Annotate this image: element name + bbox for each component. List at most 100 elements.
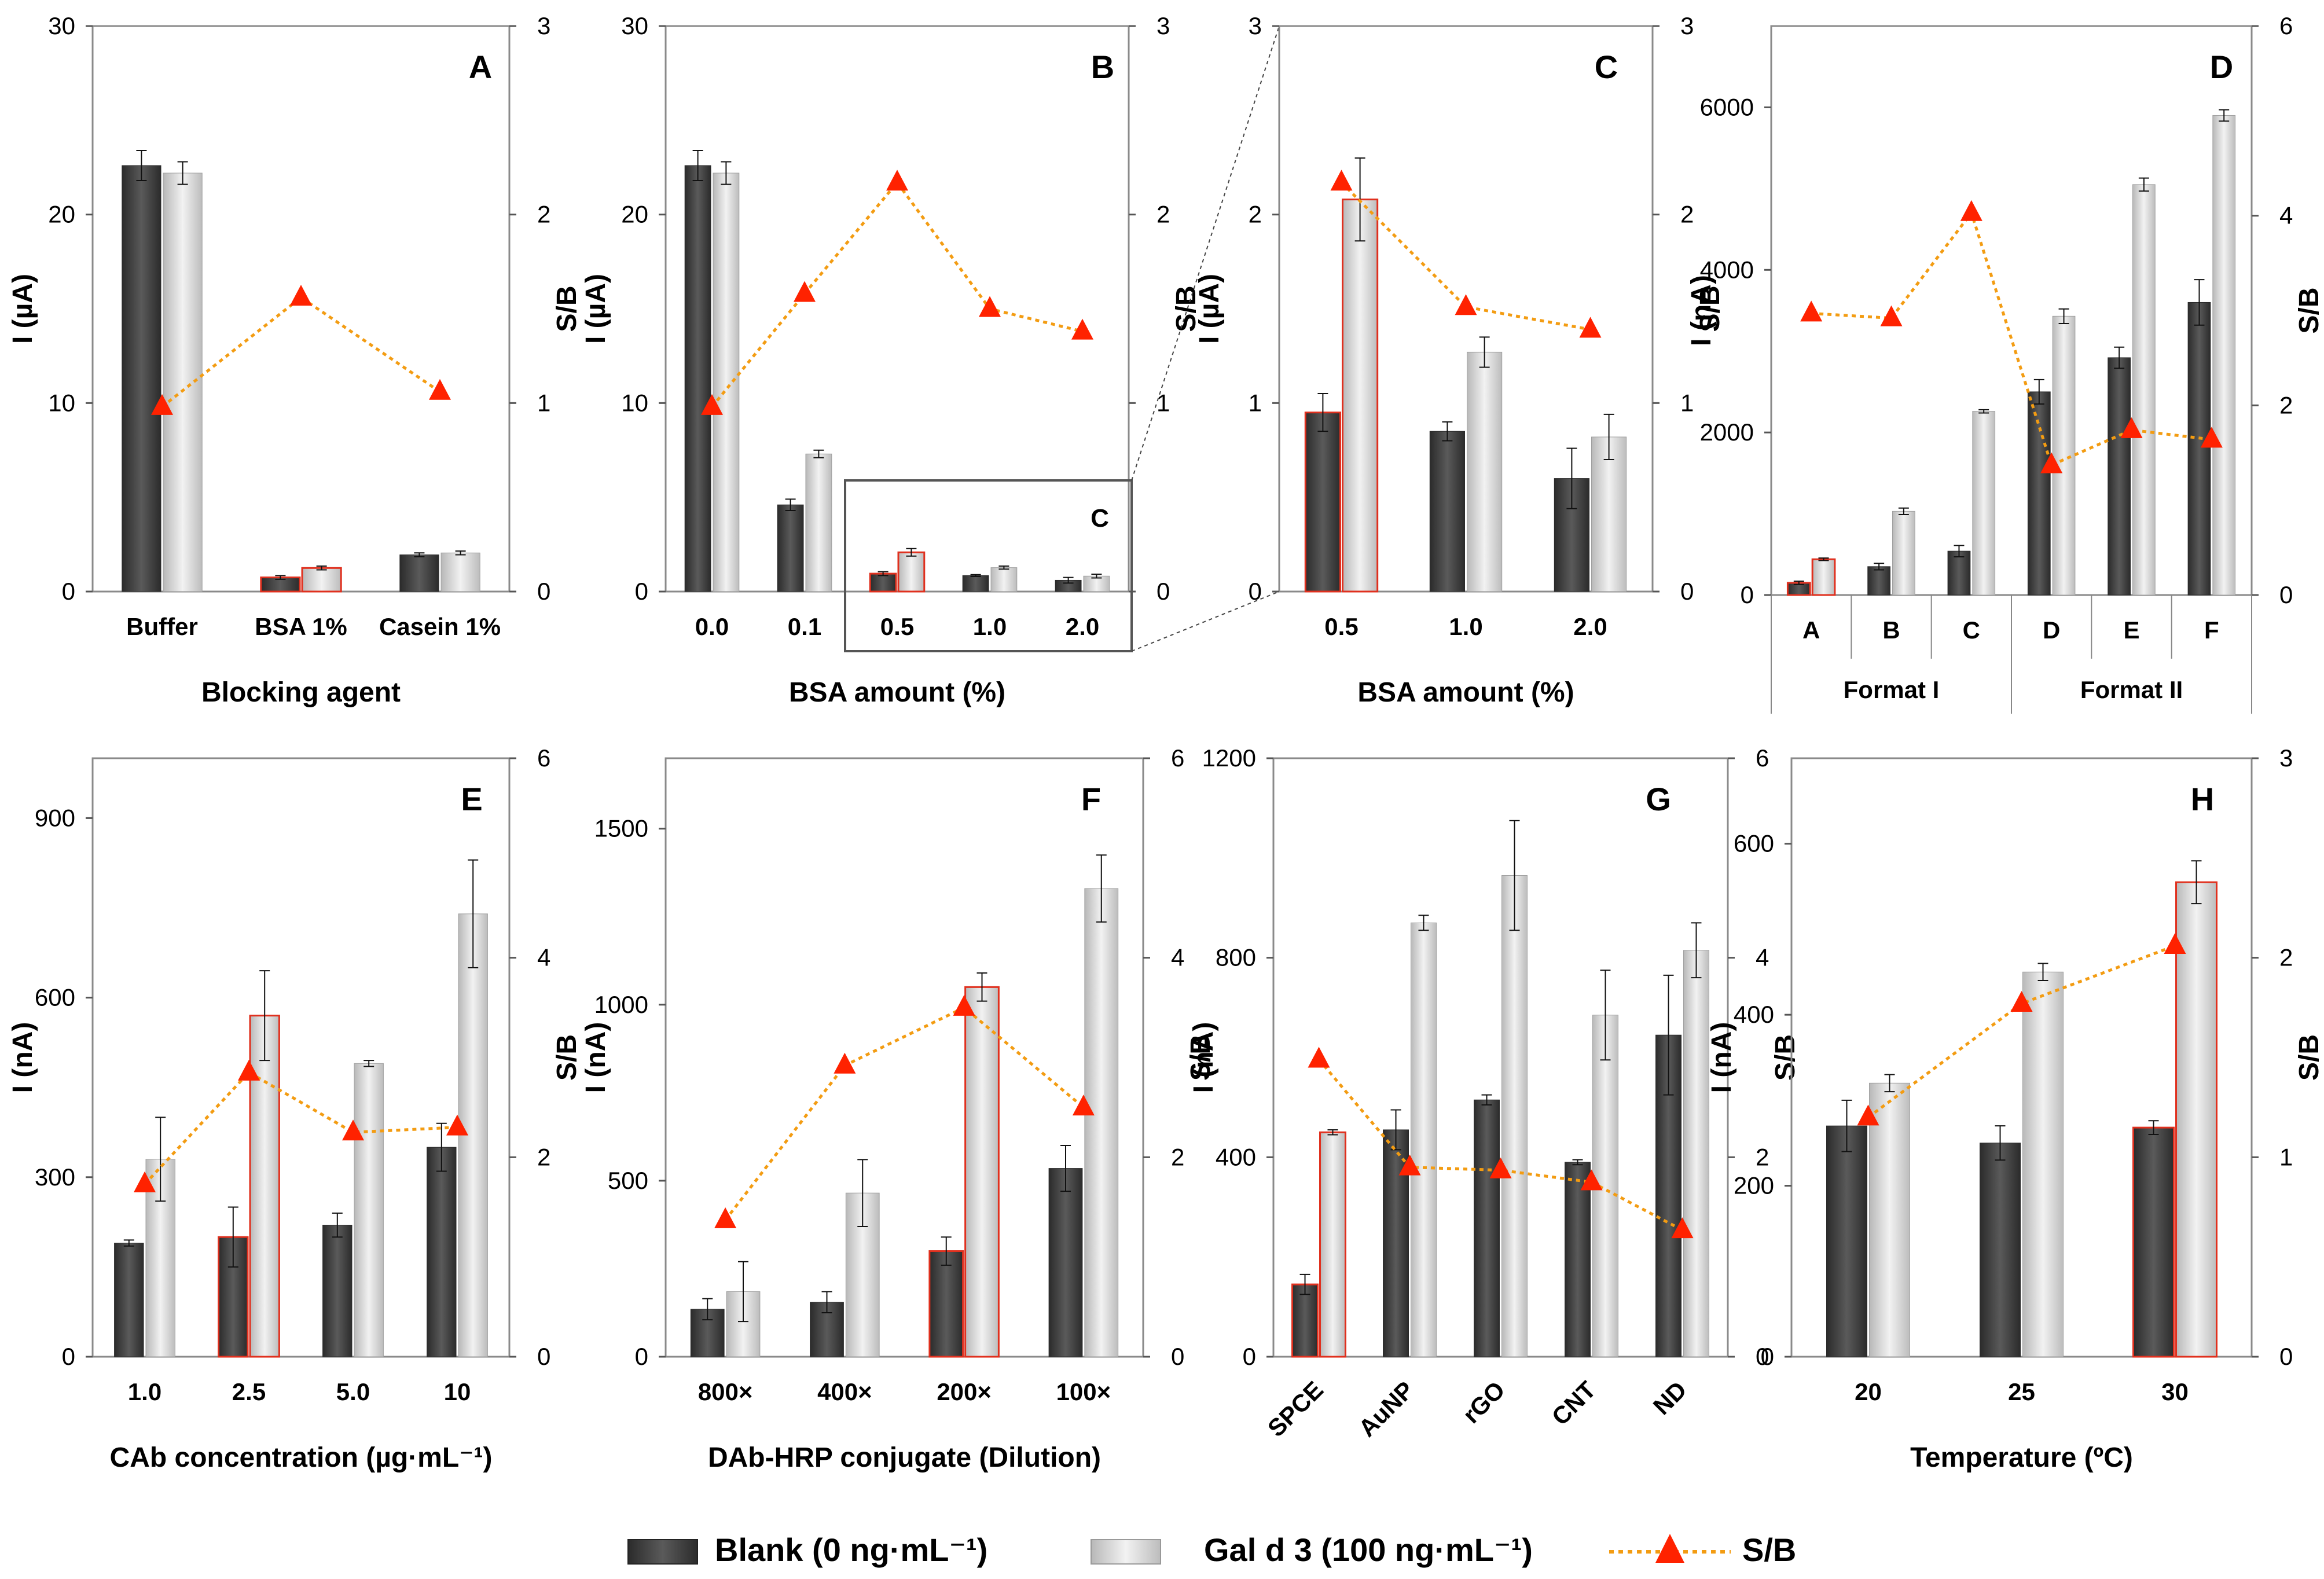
y-axis-title: I (µA) [581, 274, 611, 344]
bar-blank [322, 1225, 353, 1357]
y2-tick-label: 1 [1157, 389, 1170, 416]
inset-box-label: C [1091, 504, 1109, 533]
y2-tick-label: 2 [537, 1143, 550, 1170]
bar-blank [869, 572, 897, 593]
bar-gal [1342, 199, 1379, 593]
y-tick-label: 10 [48, 389, 75, 416]
bar-blank [1826, 1125, 1867, 1357]
x-tick-label: 0.5 [880, 613, 914, 640]
sb-point [2120, 417, 2143, 438]
plot-frame-c [1278, 25, 1654, 593]
sb-point [1072, 1095, 1095, 1116]
bar-blank [122, 165, 161, 592]
y-tick-label: 20 [621, 201, 648, 228]
x-tick-label: 10 [444, 1378, 471, 1405]
sb-point [1580, 1169, 1603, 1191]
y2-tick-label: 1 [2279, 1143, 2293, 1170]
y2-axis-title: S/B [2294, 287, 2324, 333]
sb-point [953, 994, 975, 1016]
bar-blank [1304, 412, 1342, 593]
x-tick-label: 800× [698, 1378, 753, 1405]
bar-gal [805, 453, 832, 592]
sb-point [1671, 1217, 1694, 1239]
bar-gal [2212, 115, 2236, 596]
panel-letter-d: D [2210, 49, 2233, 85]
y2-tick-label: 0 [1171, 1343, 1184, 1370]
y-axis-title: I (µA) [1194, 274, 1225, 344]
bar-gal [1083, 575, 1110, 592]
y2-tick-label: 0 [2279, 581, 2293, 608]
panel-letter-b: B [1091, 49, 1114, 85]
sb-point [238, 1059, 260, 1081]
sb-point [1960, 200, 1982, 221]
y2-tick-label: 2 [1680, 201, 1694, 228]
y-axis-title: I (nA) [1188, 1022, 1219, 1093]
sb-point [886, 170, 908, 191]
panel-letter-h: H [2191, 781, 2214, 817]
x-axis-title: CAb concentration (µg·mL⁻¹) [110, 1442, 493, 1473]
y-tick-label: 1 [1249, 389, 1262, 416]
y-tick-label: 6000 [1700, 93, 1754, 120]
sb-series-line [1317, 1058, 1683, 1232]
x-axis-title: Temperature (ºC) [1910, 1442, 2133, 1473]
bar-blank [684, 165, 711, 592]
bar-blank [1048, 1168, 1083, 1357]
sb-point [714, 1207, 737, 1228]
plot-frame-d [1770, 25, 2253, 596]
sb-series-line [1340, 181, 1591, 331]
bar-blank [1474, 1099, 1500, 1357]
y-tick-label: 0 [62, 578, 75, 605]
y-axis-title: I (nA) [1706, 1022, 1737, 1093]
x-tick-label: 400× [817, 1378, 872, 1405]
y-tick-label: 0 [1243, 1343, 1256, 1370]
y2-tick-label: 2 [1157, 201, 1170, 228]
bar-gal [1591, 436, 1627, 592]
x-tick-label: 25 [2008, 1378, 2035, 1405]
y-tick-label: 400 [1734, 1001, 1774, 1028]
y2-axis-title: S/B [1185, 1034, 1216, 1081]
x-tick-label: AuNP [1353, 1376, 1419, 1442]
y-tick-label: 20 [48, 201, 75, 228]
sb-point [794, 281, 816, 302]
x-tick-label: B [1882, 616, 1900, 644]
sb-point [1330, 170, 1353, 191]
panel-letter-g: G [1646, 781, 1671, 817]
y2-axis-title: S/B [1770, 1034, 1801, 1081]
y2-tick-label: 0 [1756, 1343, 1769, 1370]
bar-gal [990, 567, 1018, 592]
y-tick-label: 400 [1216, 1143, 1256, 1170]
bar-gal [2022, 971, 2064, 1357]
y-tick-label: 0 [1249, 578, 1262, 605]
y-tick-label: 500 [608, 1167, 648, 1194]
bar-gal [1811, 558, 1836, 596]
sb-point [1857, 1104, 1879, 1126]
bar-blank [2132, 1126, 2175, 1358]
bar-gal [249, 1015, 280, 1358]
x-tick-label: BSA 1% [255, 613, 347, 640]
y-tick-label: 0 [62, 1343, 75, 1370]
y-tick-label: 1500 [594, 815, 648, 842]
y-tick-label: 0 [1761, 1343, 1774, 1370]
bar-blank [114, 1243, 144, 1357]
y-tick-label: 10 [621, 389, 648, 416]
bar-gal [1869, 1082, 1910, 1357]
y-tick-label: 200 [1734, 1172, 1774, 1199]
y2-tick-label: 3 [1157, 12, 1170, 39]
plot-frame-a [91, 25, 511, 593]
x-tick-label: Buffer [126, 613, 198, 640]
bar-blank [962, 575, 989, 592]
group-label: Format II [2080, 676, 2183, 703]
plot-frame-f [664, 757, 1144, 1358]
y-tick-label: 300 [35, 1163, 75, 1191]
sb-point [290, 284, 312, 306]
y2-axis-title: S/B [1171, 285, 1202, 332]
x-tick-label: 1.0 [973, 613, 1007, 640]
sb-point [979, 296, 1001, 317]
legend-gal-label: Gal d 3 (100 ng·mL⁻¹) [1204, 1532, 1533, 1568]
x-tick-label: CNT [1547, 1376, 1602, 1431]
